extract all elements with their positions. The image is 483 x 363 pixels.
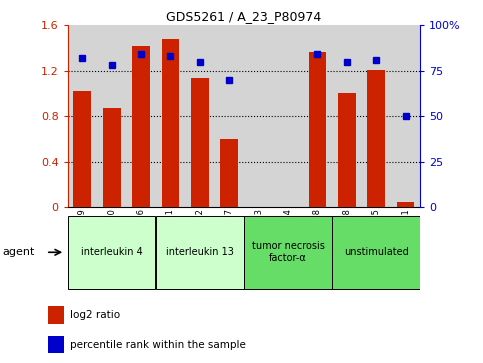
Bar [361, 25, 391, 207]
Bar [185, 25, 214, 207]
Text: log2 ratio: log2 ratio [70, 310, 120, 320]
Bar [97, 25, 127, 207]
Bar [47, 306, 64, 323]
Bar [391, 25, 420, 207]
Bar [244, 216, 332, 289]
Bar [68, 25, 97, 207]
Text: unstimulated: unstimulated [344, 247, 409, 257]
Bar [73, 91, 91, 207]
Bar [191, 78, 209, 207]
Text: percentile rank within the sample: percentile rank within the sample [70, 339, 246, 350]
Bar [68, 216, 156, 289]
Bar [244, 25, 273, 207]
Bar [132, 46, 150, 207]
Bar [214, 25, 244, 207]
Bar [162, 39, 179, 207]
Bar [273, 25, 303, 207]
Text: interleukin 13: interleukin 13 [166, 247, 234, 257]
Bar [127, 25, 156, 207]
Bar [332, 216, 420, 289]
Text: tumor necrosis
factor-α: tumor necrosis factor-α [252, 241, 325, 263]
Bar [156, 25, 185, 207]
Text: interleukin 4: interleukin 4 [81, 247, 142, 257]
Bar [47, 336, 64, 353]
Bar [156, 216, 243, 289]
Bar [397, 202, 414, 207]
Text: agent: agent [2, 247, 35, 257]
Bar [220, 139, 238, 207]
Bar [332, 25, 361, 207]
Bar [309, 52, 326, 207]
Bar [103, 108, 120, 207]
Bar [303, 25, 332, 207]
Bar [367, 70, 385, 207]
Title: GDS5261 / A_23_P80974: GDS5261 / A_23_P80974 [166, 10, 322, 23]
Bar [338, 93, 355, 207]
